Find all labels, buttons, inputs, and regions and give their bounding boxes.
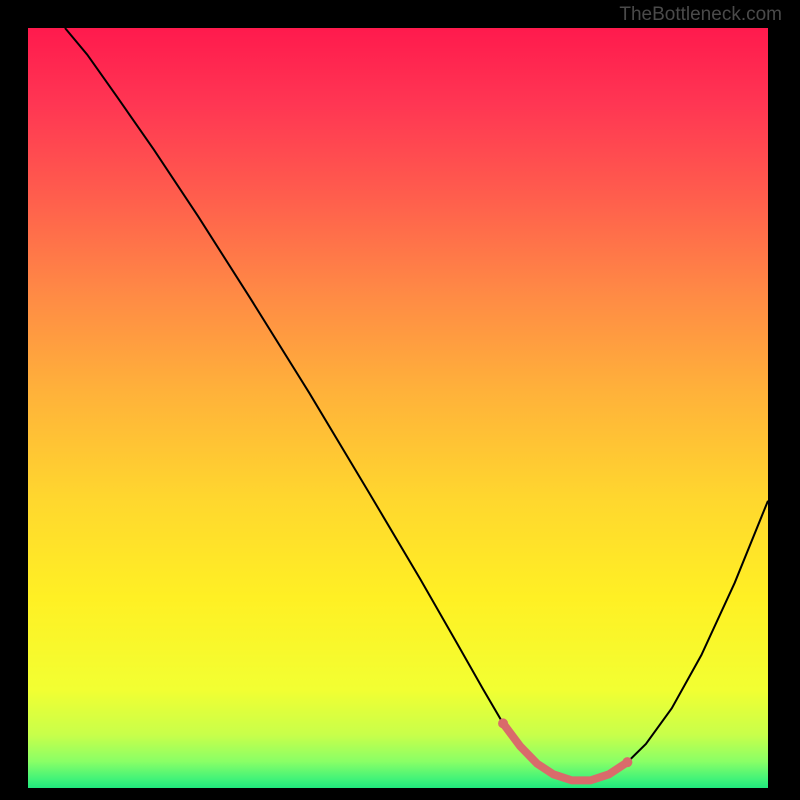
accent-endpoint-end <box>622 757 632 767</box>
chart-svg <box>28 28 768 788</box>
chart-background <box>28 28 768 788</box>
accent-endpoint-start <box>498 718 508 728</box>
watermark-text: TheBottleneck.com <box>619 4 782 26</box>
